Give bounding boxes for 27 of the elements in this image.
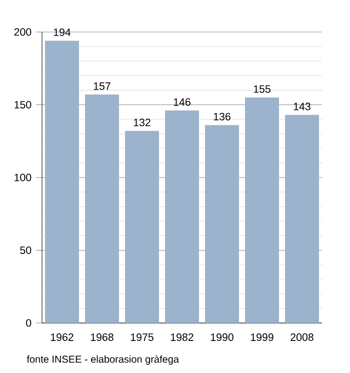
source-note: fonte INSEE - elaborasion gràfega — [26, 355, 180, 365]
data-label: 146 — [174, 98, 190, 106]
y-tick-label: 0 — [26, 319, 32, 327]
data-label: 143 — [294, 102, 310, 110]
x-tick-label: 1975 — [130, 333, 154, 341]
y-tick-label: 100 — [14, 174, 32, 182]
x-tick-label: 1999 — [250, 333, 274, 341]
data-label: 132 — [134, 118, 150, 126]
bar — [204, 125, 239, 323]
bar — [244, 97, 279, 323]
data-label: 136 — [214, 112, 230, 120]
data-label: 157 — [94, 82, 110, 90]
x-tick-label: 1990 — [210, 333, 234, 341]
bar — [164, 110, 199, 323]
x-tick-label: 1962 — [50, 333, 74, 341]
y-tick-label: 200 — [14, 28, 32, 36]
bar — [45, 40, 79, 323]
y-tick-label: 50 — [20, 246, 32, 254]
bar — [85, 94, 119, 323]
bar — [284, 114, 319, 323]
data-label: 155 — [254, 85, 270, 93]
x-tick-label: 1968 — [90, 333, 114, 341]
y-tick-label: 150 — [14, 100, 32, 109]
data-label: 194 — [54, 28, 71, 36]
bar — [125, 130, 159, 323]
x-tick-label: 2008 — [290, 333, 314, 341]
x-tick-label: 1982 — [170, 333, 194, 341]
